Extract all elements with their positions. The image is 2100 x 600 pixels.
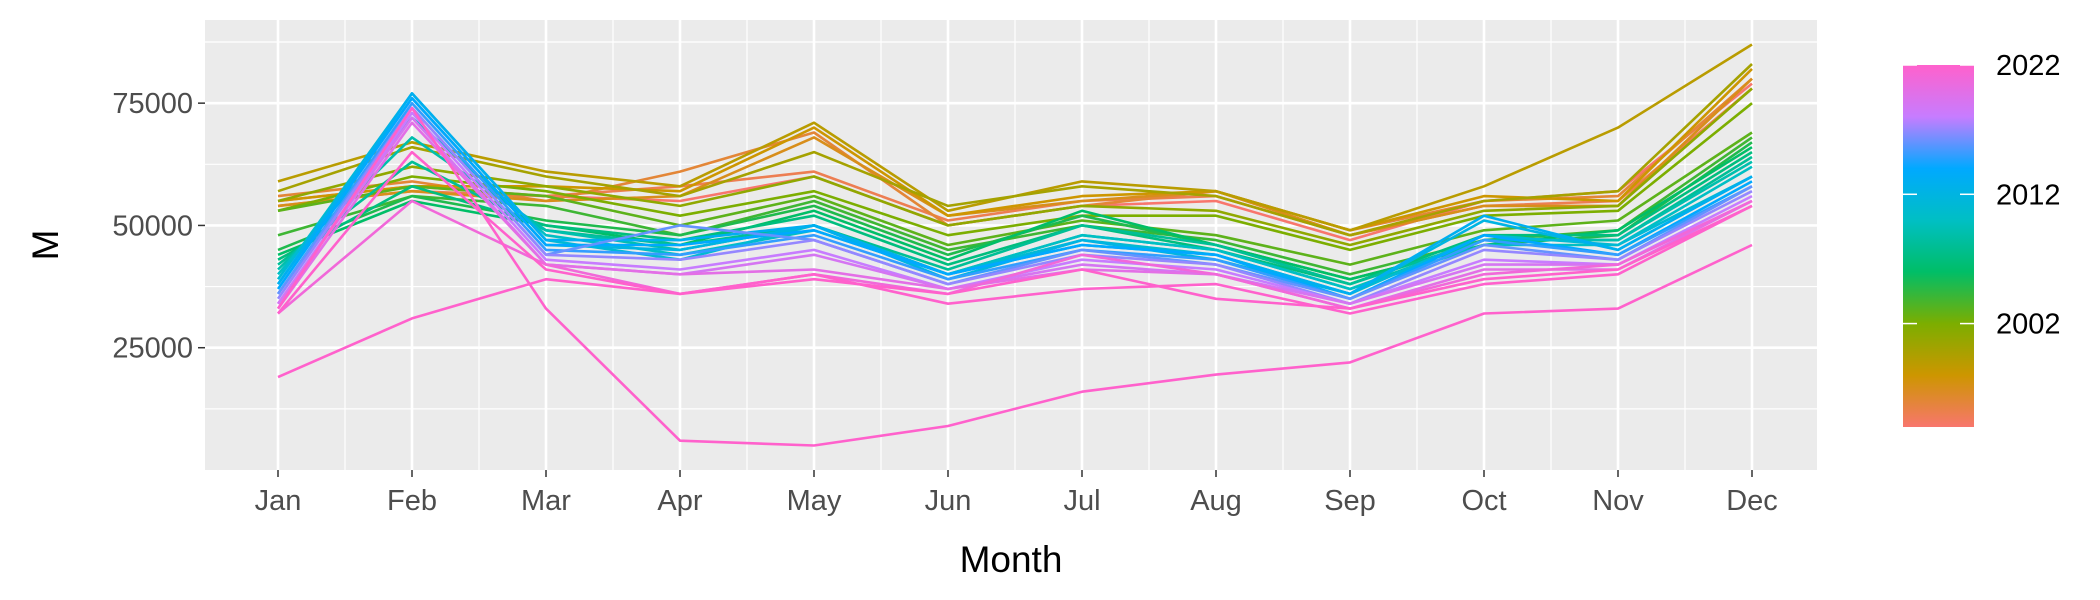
colorbar-ticks: 2002 2012 2022 <box>1903 50 2061 341</box>
x-axis-title: Month <box>960 539 1063 580</box>
x-tick-label: Mar <box>521 485 571 517</box>
colorbar-label: 2022 <box>1996 50 2061 82</box>
series-layer <box>276 43 1753 447</box>
series-line-2003 <box>277 131 1753 266</box>
colorbar-label: 2012 <box>1996 179 2061 211</box>
series-line-2021 <box>277 199 1753 315</box>
series-line-2024 <box>277 204 1753 379</box>
x-tick-label: Dec <box>1726 485 1778 517</box>
x-tick-label: Feb <box>387 485 437 517</box>
x-tick-label: Nov <box>1592 485 1644 517</box>
y-tick-label: 25000 <box>112 333 193 365</box>
x-axis-ticks: Jan Feb Mar Apr May Jun Jul Aug Sep Oct Nov Dec <box>255 470 1778 517</box>
x-tick-label: Apr <box>657 485 702 517</box>
colorbar-label: 2002 <box>1996 309 2061 341</box>
x-tick-label: Jun <box>925 485 972 517</box>
series-line-2015 <box>276 101 1753 301</box>
series-line-2014 <box>276 97 1753 301</box>
series-line-2022 <box>276 150 1753 315</box>
series-line-1998 <box>277 67 1753 232</box>
y-tick-label: 75000 <box>112 88 193 120</box>
y-axis-title: M <box>25 230 66 261</box>
x-tick-label: May <box>787 485 842 517</box>
x-tick-label: Aug <box>1190 485 1242 517</box>
series-line-2020 <box>276 121 1753 310</box>
y-tick-label: 50000 <box>112 210 193 242</box>
x-tick-label: Jan <box>255 485 302 517</box>
colorbar-legend: 2002 2012 2022 <box>1903 50 2061 427</box>
series-line-2002 <box>277 102 1753 252</box>
x-tick-label: Oct <box>1461 485 1506 517</box>
x-tick-label: Sep <box>1324 485 1376 517</box>
series-line-2023 <box>276 106 1753 447</box>
series-line-2001 <box>277 87 1753 247</box>
colorbar <box>1903 65 1974 427</box>
x-tick-label: Jul <box>1063 485 1100 517</box>
y-axis-ticks: 25000 50000 75000 <box>112 88 205 365</box>
series-line-1997 <box>277 77 1753 237</box>
series-line-2017 <box>276 106 1753 306</box>
series-line-2000 <box>277 63 1753 237</box>
